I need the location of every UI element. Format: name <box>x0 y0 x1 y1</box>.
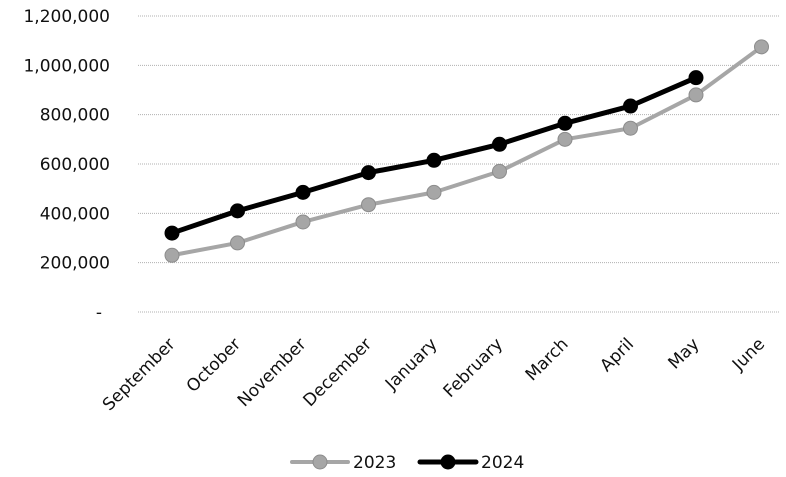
y-tick-label: 1,000,000 <box>23 56 110 76</box>
data-point <box>492 136 507 152</box>
x-tick-label: June <box>728 334 769 375</box>
legend-label: 2024 <box>481 453 524 473</box>
y-axis-tick-labels: - 200,000 400,000 600,000 800,000 1,000,000 1,… <box>23 7 110 323</box>
data-point <box>295 214 311 230</box>
x-tick-label: January <box>381 334 441 394</box>
data-point <box>164 225 180 241</box>
data-point <box>688 87 704 103</box>
x-tick-label: December <box>300 334 376 410</box>
data-point <box>230 235 245 251</box>
x-tick-label: May <box>665 334 704 373</box>
legend-marker <box>312 454 328 470</box>
data-point <box>754 39 769 55</box>
data-point <box>688 70 704 86</box>
y-tick-label: 400,000 <box>40 204 110 224</box>
data-point <box>164 247 180 263</box>
x-tick-label: September <box>99 334 180 415</box>
x-tick-label: November <box>234 334 311 411</box>
series-lines <box>164 39 769 263</box>
series-line <box>170 44 764 258</box>
data-point <box>492 163 507 179</box>
data-point <box>623 98 638 114</box>
data-point <box>230 203 245 219</box>
y-tick-label: 200,000 <box>40 254 110 274</box>
legend-label: 2023 <box>353 453 396 473</box>
x-tick-label: March <box>522 334 573 385</box>
legend-marker <box>440 454 456 470</box>
data-point <box>557 131 573 147</box>
data-point <box>361 165 376 181</box>
x-tick-label: April <box>596 334 638 376</box>
series-2024 <box>164 70 704 241</box>
x-tick-label: October <box>183 334 245 396</box>
y-tick-label: 800,000 <box>40 106 110 126</box>
data-point <box>426 152 442 168</box>
gridlines <box>138 15 780 313</box>
x-tick-label: February <box>440 334 507 401</box>
data-point <box>426 184 442 200</box>
legend-item-2024: 2024 <box>417 453 524 473</box>
data-point <box>361 197 376 213</box>
legend: 2023 2024 <box>290 453 524 473</box>
data-point <box>623 120 638 136</box>
series-2023 <box>164 39 769 263</box>
y-tick-label: 1,200,000 <box>23 7 110 27</box>
y-tick-label: 600,000 <box>40 155 110 175</box>
legend-item-2023: 2023 <box>290 453 396 473</box>
data-point <box>557 115 573 131</box>
data-point <box>295 184 311 200</box>
y-tick-label: - <box>96 303 102 323</box>
